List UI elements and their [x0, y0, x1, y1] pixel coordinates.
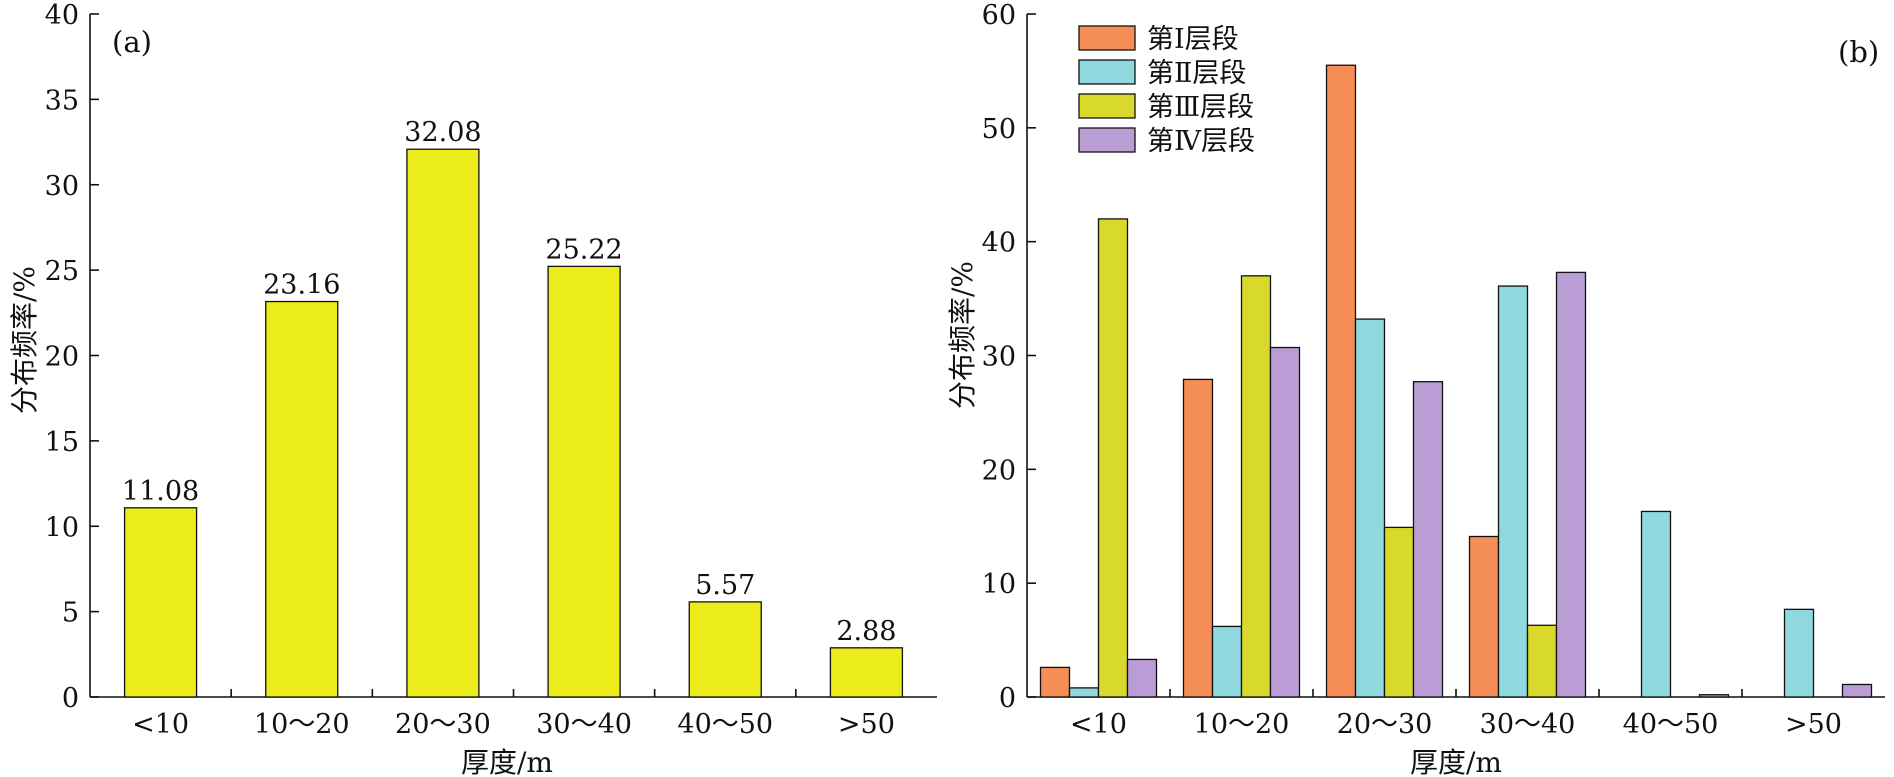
panel-a-x-tick-label: >50 [838, 709, 895, 740]
panel-b-x-tick-label: 10～20 [1194, 709, 1290, 740]
panel-a-x-tick-label: 40～50 [677, 709, 773, 740]
panel-a-y-tick-label: 30 [45, 171, 79, 202]
panel-a-x-tick-label: 30～40 [536, 709, 632, 740]
panel-a-bar [688, 601, 762, 698]
panel-b-y-tick-label: 0 [999, 683, 1016, 714]
panel-a-y-tick-label: 5 [62, 598, 79, 629]
panel-a-bar-value-label: 23.16 [263, 270, 340, 301]
panel-a-bar [829, 647, 904, 698]
panel-a-bar-value-label: 11.08 [122, 476, 199, 507]
panel-b-bar [1526, 624, 1558, 698]
panel-b-bar [1841, 683, 1873, 698]
legend-swatch [1078, 127, 1136, 153]
panel-b-bar [1211, 625, 1243, 698]
panel-b-bar [1097, 218, 1129, 698]
panel-b-bar [1354, 318, 1386, 698]
panel-a-y-tick-label: 25 [45, 256, 79, 287]
panel-a-x-tick-label: <10 [132, 709, 189, 740]
panel-b-bar [1783, 608, 1815, 698]
panel-a-bar [547, 265, 621, 698]
panel-b-bar [1325, 64, 1357, 698]
panel-b-x-tick-label: >50 [1785, 709, 1842, 740]
panel-b-x-axis-label: 厚度/m [1410, 746, 1502, 777]
panel-a-y-axis-label: 分布频率/% [8, 266, 41, 414]
panel-b-bar [1126, 658, 1158, 698]
panel-a-y-tick-label: 0 [62, 683, 79, 714]
legend-label: 第Ⅱ层段 [1147, 58, 1246, 89]
panel-b-label: (b) [1838, 35, 1879, 69]
legend-swatch [1078, 93, 1136, 119]
panel-a-y-tick-label: 15 [45, 427, 79, 458]
panel-b-bar [1412, 381, 1444, 698]
legend-swatch [1078, 59, 1136, 85]
chart-panel-a: 0 5 10 15 20 25 30 35 40 11.08 23.16 32.08 25.22 5.5… [8, 0, 937, 777]
panel-b-bar [1269, 346, 1301, 698]
panel-a-x-axis-label: 厚度/m [461, 746, 553, 777]
panel-a-bar [265, 300, 339, 698]
panel-a-bar-value-label: 2.88 [836, 616, 896, 647]
panel-b-bar [1068, 687, 1100, 698]
panel-b-y-axis-label: 分布频率/% [946, 261, 979, 409]
panel-a-bar-value-label: 32.08 [404, 117, 481, 148]
legend-swatch [1078, 25, 1136, 51]
panel-b-bar [1555, 271, 1587, 698]
panel-a-y-tick-label: 10 [45, 512, 79, 543]
panel-b-x-tick-label: 30～40 [1480, 709, 1576, 740]
legend-label: 第Ⅲ层段 [1147, 92, 1254, 123]
panel-a-y-tick-label: 40 [45, 0, 79, 31]
panel-a-y-tick-label: 35 [45, 85, 79, 116]
panel-b-bar [1182, 378, 1214, 698]
panel-b-bar [1497, 285, 1529, 698]
panel-a-bar-value-label: 25.22 [545, 234, 622, 265]
panel-a-x-tick-label: 20～30 [395, 709, 491, 740]
panel-b-y-tick-label: 40 [982, 228, 1016, 259]
panel-b-y-tick-label: 60 [982, 0, 1016, 31]
panel-a-x-tick-label: 10～20 [254, 709, 350, 740]
panel-b-x-tick-label: <10 [1070, 709, 1127, 740]
panel-b-bar [1698, 694, 1730, 698]
panel-b-bar [1468, 535, 1500, 698]
panel-a-bar [123, 507, 198, 698]
panel-b-bar [1640, 510, 1672, 698]
legend-label: 第Ⅰ层段 [1147, 24, 1239, 55]
panel-b-x-tick-label: 40～50 [1623, 709, 1719, 740]
panel-a-label: (a) [112, 25, 152, 59]
panel-b-y-tick-label: 50 [982, 114, 1016, 145]
panel-b-y-tick-label: 10 [982, 569, 1016, 600]
panel-b-bar [1240, 275, 1272, 698]
panel-a-bar [406, 148, 480, 698]
panel-a-bar-value-label: 5.57 [695, 570, 755, 601]
chart-panel-b: 0 10 20 30 40 50 60 <10 10～20 20～30 30～40 40～50 >50… [946, 0, 1885, 777]
panel-b-y-tick-label: 30 [982, 342, 1016, 373]
panel-b-x-tick-label: 20～30 [1337, 709, 1433, 740]
legend-label: 第Ⅳ层段 [1147, 126, 1255, 157]
panel-b-bar [1039, 666, 1071, 698]
panel-b-y-tick-label: 20 [982, 455, 1016, 486]
panel-a-y-tick-label: 20 [45, 342, 79, 373]
panel-b-bar [1383, 526, 1415, 698]
